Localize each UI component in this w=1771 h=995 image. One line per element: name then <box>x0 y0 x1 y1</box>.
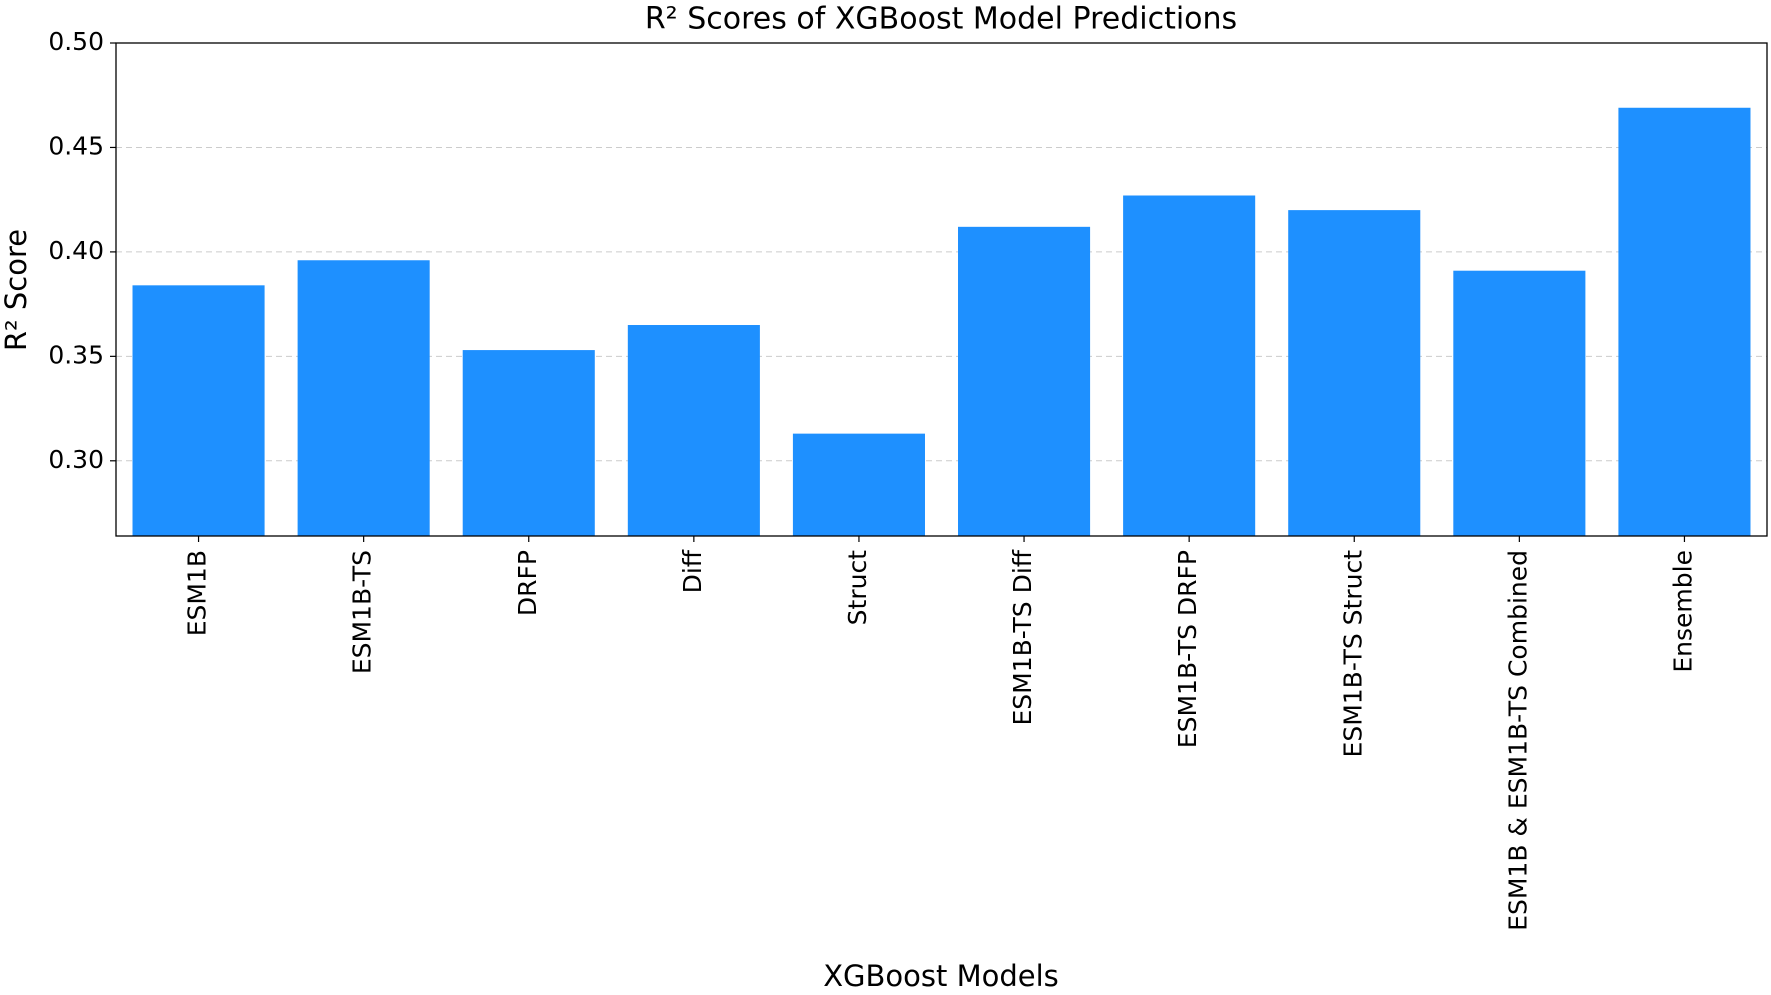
y-tick-label: 0.50 <box>48 27 104 56</box>
y-tick-label: 0.40 <box>48 236 104 265</box>
x-axis-label: XGBoost Models <box>823 959 1059 993</box>
bar <box>1288 210 1421 536</box>
bar <box>627 325 760 536</box>
x-tick-label: Struct <box>843 550 872 626</box>
bar <box>958 226 1091 536</box>
x-tick-label: ESM1B & ESM1B-TS Combined <box>1503 550 1532 931</box>
bar <box>297 260 430 536</box>
x-tick-label: DRFP <box>513 550 542 616</box>
bar <box>132 285 265 536</box>
y-tick-label: 0.35 <box>48 340 104 369</box>
x-tick-label: ESM1B-TS DRFP <box>1173 550 1202 748</box>
plot-frame <box>115 42 1768 537</box>
x-tick-label: Ensemble <box>1668 550 1697 673</box>
chart-title: R² Scores of XGBoost Model Predictions <box>645 2 1237 37</box>
bar <box>1453 270 1586 536</box>
bar <box>792 433 925 536</box>
bar <box>1618 107 1751 536</box>
x-tick-label: ESM1B <box>183 550 212 636</box>
y-axis-label: R² Score <box>0 229 33 351</box>
bar <box>462 350 595 536</box>
bar <box>1123 195 1256 536</box>
y-tick-label: 0.30 <box>48 445 104 474</box>
x-tick-label: ESM1B-TS Diff <box>1008 549 1037 725</box>
y-tick-label: 0.45 <box>48 131 104 160</box>
x-tick-label: ESM1B-TS <box>348 550 377 674</box>
x-tick-label: ESM1B-TS Struct <box>1338 550 1367 758</box>
x-tick-label: Diff <box>678 549 707 593</box>
